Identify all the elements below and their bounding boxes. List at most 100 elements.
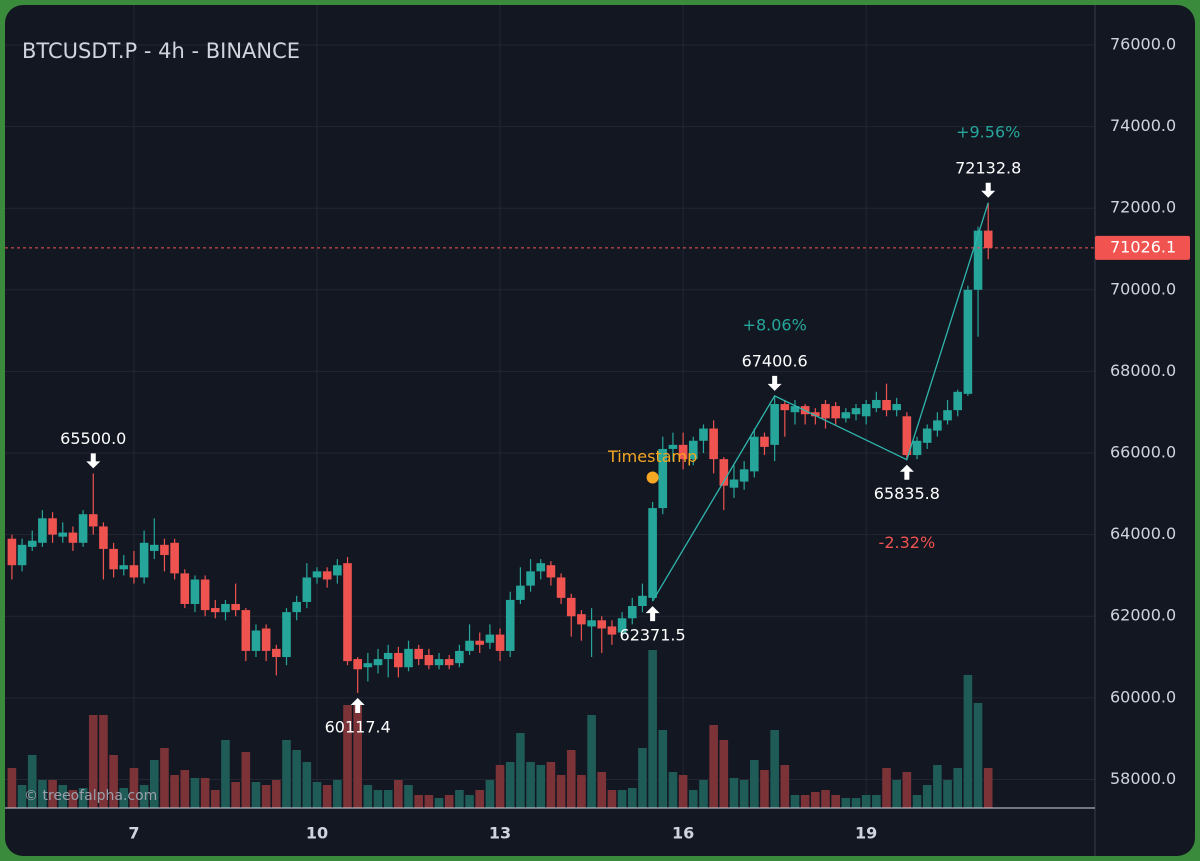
marker-label: 65500.0 xyxy=(60,429,126,448)
candle-body xyxy=(444,659,454,666)
candle-body xyxy=(119,565,129,570)
timestamp-label: Timestamp xyxy=(607,447,697,466)
volume-bar xyxy=(546,762,556,808)
candle-body xyxy=(475,640,485,645)
candle-body xyxy=(455,650,464,664)
candle-body xyxy=(129,565,139,578)
candle-body xyxy=(394,652,403,668)
marker-arrow xyxy=(86,453,101,469)
marker-arrow xyxy=(645,606,660,622)
volume-bar xyxy=(882,768,891,808)
marker-arrow xyxy=(981,182,996,198)
candle-body xyxy=(546,565,556,578)
candle-body xyxy=(261,628,271,651)
y-tick-label: 64000.0 xyxy=(1110,524,1176,543)
volume-bar xyxy=(190,778,200,808)
x-tick-label: 7 xyxy=(128,824,139,843)
volume-bar xyxy=(526,762,535,808)
volume-bar xyxy=(241,752,251,808)
candle-body xyxy=(211,608,220,613)
candle-body xyxy=(658,448,668,509)
volume-bar xyxy=(505,762,515,808)
volume-bar xyxy=(851,798,861,808)
candle-body xyxy=(78,514,88,543)
volume-bar xyxy=(831,795,840,808)
x-tick-label: 10 xyxy=(306,824,328,843)
frame xyxy=(5,5,1195,856)
candle-body xyxy=(566,597,576,617)
candle-body xyxy=(953,391,963,411)
candle-body xyxy=(322,571,332,580)
volume-bar xyxy=(139,785,149,808)
candle-body xyxy=(149,544,159,551)
volume-bar xyxy=(394,780,403,808)
volume-bar xyxy=(231,782,240,808)
volume-bar xyxy=(902,772,912,808)
change-label: -2.32% xyxy=(879,533,936,552)
volume-bar xyxy=(272,780,281,808)
watermark: © treeofalpha.com xyxy=(24,788,157,804)
candle-body xyxy=(170,542,179,574)
candle-body xyxy=(48,518,57,535)
candle-body xyxy=(272,648,281,658)
candle-body xyxy=(790,406,800,413)
volume-bar xyxy=(383,790,393,808)
candle-body xyxy=(882,399,891,411)
timestamp-dot xyxy=(646,471,659,484)
volume-bar xyxy=(211,790,220,808)
candle-body xyxy=(556,577,566,598)
volume-bar xyxy=(556,775,566,808)
candle-body xyxy=(292,601,301,613)
candle-body xyxy=(699,428,708,441)
candle-body xyxy=(373,659,383,666)
volume-bar xyxy=(617,790,627,808)
candle-body xyxy=(231,603,240,611)
candle-body xyxy=(516,585,525,600)
volume-bar xyxy=(699,780,708,808)
candle-body xyxy=(709,428,718,460)
candle-body xyxy=(922,428,932,443)
marker-label: 62371.5 xyxy=(620,626,686,645)
volume-bar xyxy=(455,790,464,808)
volume-bar xyxy=(475,790,485,808)
volume-bar xyxy=(566,750,576,808)
chart-title: BTCUSDT.P - 4h - BINANCE xyxy=(22,39,300,63)
candle-body xyxy=(27,540,37,547)
candle-body xyxy=(770,404,779,445)
volume-bar xyxy=(953,768,963,808)
candle-body xyxy=(38,518,47,543)
candle-body xyxy=(668,444,678,449)
y-tick-label: 60000.0 xyxy=(1110,687,1176,706)
volume-bar xyxy=(607,790,617,808)
candle-body xyxy=(831,406,840,419)
candle-body xyxy=(302,577,312,602)
candle-body xyxy=(160,544,169,556)
marker-label: 65835.8 xyxy=(874,484,940,503)
candle-body xyxy=(505,599,515,651)
candle-body xyxy=(933,420,942,431)
candle-body xyxy=(760,436,769,447)
annotations: +8.06% -2.32% +9.56% 65500.0 60117.4 62371.5 6… xyxy=(60,122,1021,736)
volume-bar xyxy=(668,772,678,808)
volume-bar xyxy=(200,778,210,808)
volume-bar xyxy=(536,765,546,808)
volume-bar xyxy=(221,740,230,808)
candle-body xyxy=(221,603,230,613)
volume-bar xyxy=(312,782,322,808)
volume-bar xyxy=(760,770,769,808)
candle-body xyxy=(912,440,922,456)
marker-label: 72132.8 xyxy=(955,158,1021,177)
y-tick-label: 62000.0 xyxy=(1110,606,1176,625)
volume-bar xyxy=(109,755,118,808)
volume-bar xyxy=(638,748,647,808)
candle-body xyxy=(424,654,434,666)
volume-bar xyxy=(404,785,413,808)
volume-bar xyxy=(709,725,718,808)
marker-arrow xyxy=(767,375,782,391)
volume-bar xyxy=(943,780,952,808)
volume-bar xyxy=(892,780,901,808)
candle-body xyxy=(109,548,118,570)
marker-label: 67400.6 xyxy=(742,351,808,370)
volume-bar xyxy=(739,780,749,808)
volume-bar xyxy=(587,715,596,808)
